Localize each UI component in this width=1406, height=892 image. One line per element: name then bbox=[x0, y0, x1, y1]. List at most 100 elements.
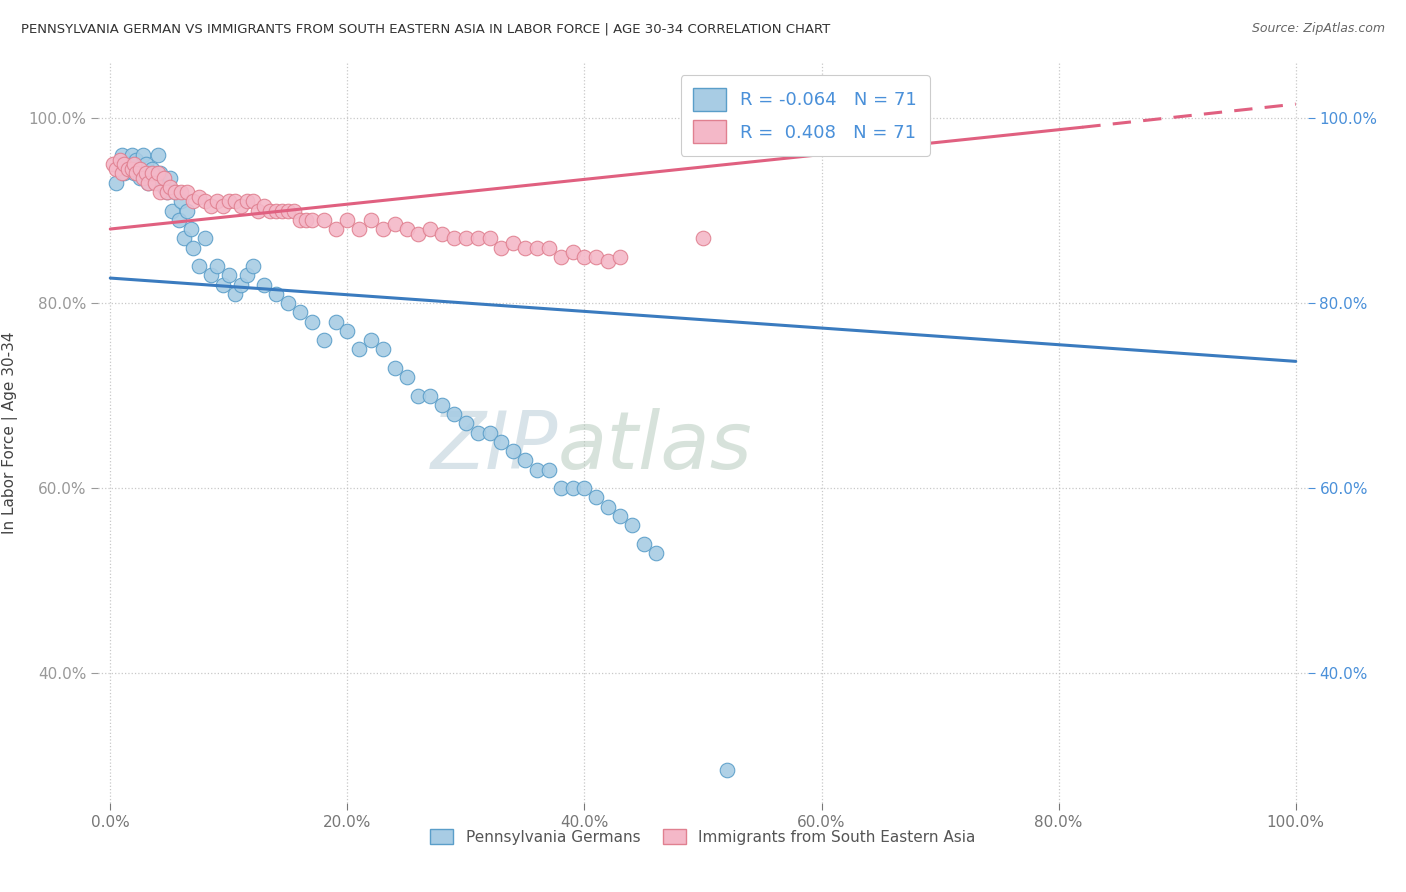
Text: ZIP: ZIP bbox=[430, 409, 558, 486]
Point bbox=[105, 161, 128, 176]
Point bbox=[537, 240, 560, 255]
Point bbox=[347, 222, 370, 236]
Point bbox=[432, 398, 454, 412]
Point bbox=[443, 231, 465, 245]
Point bbox=[371, 343, 394, 357]
Point bbox=[491, 240, 513, 255]
Point bbox=[325, 222, 347, 236]
Point bbox=[212, 199, 235, 213]
Point bbox=[205, 259, 228, 273]
Point bbox=[277, 203, 299, 218]
Point bbox=[125, 166, 148, 180]
Point bbox=[229, 277, 252, 292]
Point bbox=[122, 166, 145, 180]
Point bbox=[633, 536, 655, 550]
Point bbox=[491, 434, 513, 449]
Point bbox=[205, 194, 228, 209]
Point bbox=[526, 240, 548, 255]
Point bbox=[253, 199, 276, 213]
Point bbox=[176, 185, 198, 199]
Point bbox=[188, 189, 211, 203]
Point bbox=[125, 153, 148, 167]
Point bbox=[143, 176, 166, 190]
Point bbox=[117, 161, 139, 176]
Point bbox=[502, 444, 524, 458]
Point bbox=[598, 254, 620, 268]
Point bbox=[173, 231, 195, 245]
Point bbox=[235, 268, 257, 283]
Point bbox=[526, 462, 548, 476]
Point bbox=[156, 185, 179, 199]
Point bbox=[218, 268, 240, 283]
Point bbox=[129, 161, 152, 176]
Point bbox=[620, 518, 643, 533]
Point bbox=[114, 166, 136, 180]
Point bbox=[301, 315, 323, 329]
Point bbox=[152, 171, 174, 186]
Point bbox=[550, 250, 572, 264]
Point bbox=[515, 453, 537, 467]
Point bbox=[180, 222, 202, 236]
Point bbox=[114, 157, 136, 171]
Point bbox=[194, 194, 217, 209]
Point bbox=[264, 203, 287, 218]
Point bbox=[224, 286, 246, 301]
Point bbox=[181, 194, 204, 209]
Point bbox=[224, 194, 246, 209]
Legend: Pennsylvania Germans, Immigrants from South Eastern Asia: Pennsylvania Germans, Immigrants from So… bbox=[425, 822, 981, 851]
Point bbox=[312, 212, 335, 227]
Point bbox=[132, 171, 155, 186]
Point bbox=[419, 222, 441, 236]
Point bbox=[264, 286, 287, 301]
Point bbox=[188, 259, 211, 273]
Point bbox=[141, 161, 163, 176]
Point bbox=[360, 333, 382, 347]
Text: atlas: atlas bbox=[558, 409, 752, 486]
Point bbox=[585, 250, 607, 264]
Point bbox=[200, 199, 222, 213]
Point bbox=[135, 157, 157, 171]
Text: PENNSYLVANIA GERMAN VS IMMIGRANTS FROM SOUTH EASTERN ASIA IN LABOR FORCE | AGE 3: PENNSYLVANIA GERMAN VS IMMIGRANTS FROM S… bbox=[21, 22, 831, 36]
Point bbox=[149, 166, 172, 180]
Point bbox=[384, 360, 406, 375]
Point bbox=[502, 235, 524, 250]
Point bbox=[301, 212, 323, 227]
Point bbox=[121, 161, 143, 176]
Point bbox=[141, 166, 163, 180]
Point bbox=[165, 185, 187, 199]
Point bbox=[212, 277, 235, 292]
Point bbox=[550, 481, 572, 495]
Point bbox=[692, 231, 714, 245]
Point bbox=[288, 305, 311, 319]
Point bbox=[247, 203, 270, 218]
Point bbox=[194, 231, 217, 245]
Point bbox=[467, 231, 489, 245]
Point bbox=[167, 212, 190, 227]
Point bbox=[152, 180, 174, 194]
Point bbox=[325, 315, 347, 329]
Point bbox=[121, 148, 143, 162]
Point bbox=[136, 176, 159, 190]
Point bbox=[136, 176, 159, 190]
Point bbox=[117, 157, 139, 171]
Point bbox=[336, 212, 359, 227]
Point bbox=[347, 343, 370, 357]
Point bbox=[419, 389, 441, 403]
Point bbox=[478, 425, 501, 440]
Point bbox=[132, 148, 155, 162]
Point bbox=[259, 203, 281, 218]
Point bbox=[408, 227, 430, 241]
Point bbox=[467, 425, 489, 440]
Point bbox=[443, 407, 465, 421]
Point bbox=[384, 218, 406, 232]
Point bbox=[135, 166, 157, 180]
Point bbox=[295, 212, 318, 227]
Point bbox=[159, 171, 181, 186]
Point bbox=[574, 481, 596, 495]
Point bbox=[395, 222, 418, 236]
Point bbox=[149, 185, 172, 199]
Point bbox=[371, 222, 394, 236]
Point bbox=[146, 148, 169, 162]
Point bbox=[271, 203, 294, 218]
Point bbox=[181, 240, 204, 255]
